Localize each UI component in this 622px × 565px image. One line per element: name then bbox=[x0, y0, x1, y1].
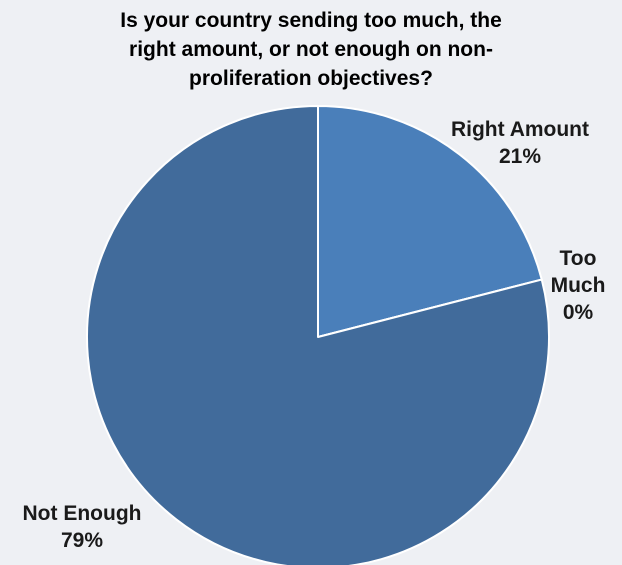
pie-label-name: Much bbox=[551, 274, 606, 297]
pie-label-name: Right Amount bbox=[451, 118, 589, 141]
pie-label-percent: 21% bbox=[499, 145, 541, 168]
pie-slice-not-enough bbox=[86, 105, 550, 565]
pie-label-not-enough: Not Enough 79% bbox=[23, 502, 142, 552]
chart-title-line-2: right amount, or not enough on non- bbox=[129, 38, 493, 61]
pie-slice-right-amount bbox=[317, 105, 543, 338]
chart-title-line-1: Is your country sending too much, the bbox=[120, 9, 502, 32]
pie-label-name: Too bbox=[560, 247, 597, 270]
pie-label-right-amount: Right Amount 21% bbox=[451, 118, 589, 168]
pie-label-name: Not Enough bbox=[23, 502, 142, 525]
pie-label-too-much: Too Much 0% bbox=[551, 247, 606, 324]
pie-label-percent: 79% bbox=[61, 529, 103, 552]
chart-title: Is your country sending too much, the ri… bbox=[0, 6, 622, 93]
chart-title-line-3: proliferation objectives? bbox=[189, 67, 433, 90]
pie-label-percent: 0% bbox=[563, 301, 594, 324]
